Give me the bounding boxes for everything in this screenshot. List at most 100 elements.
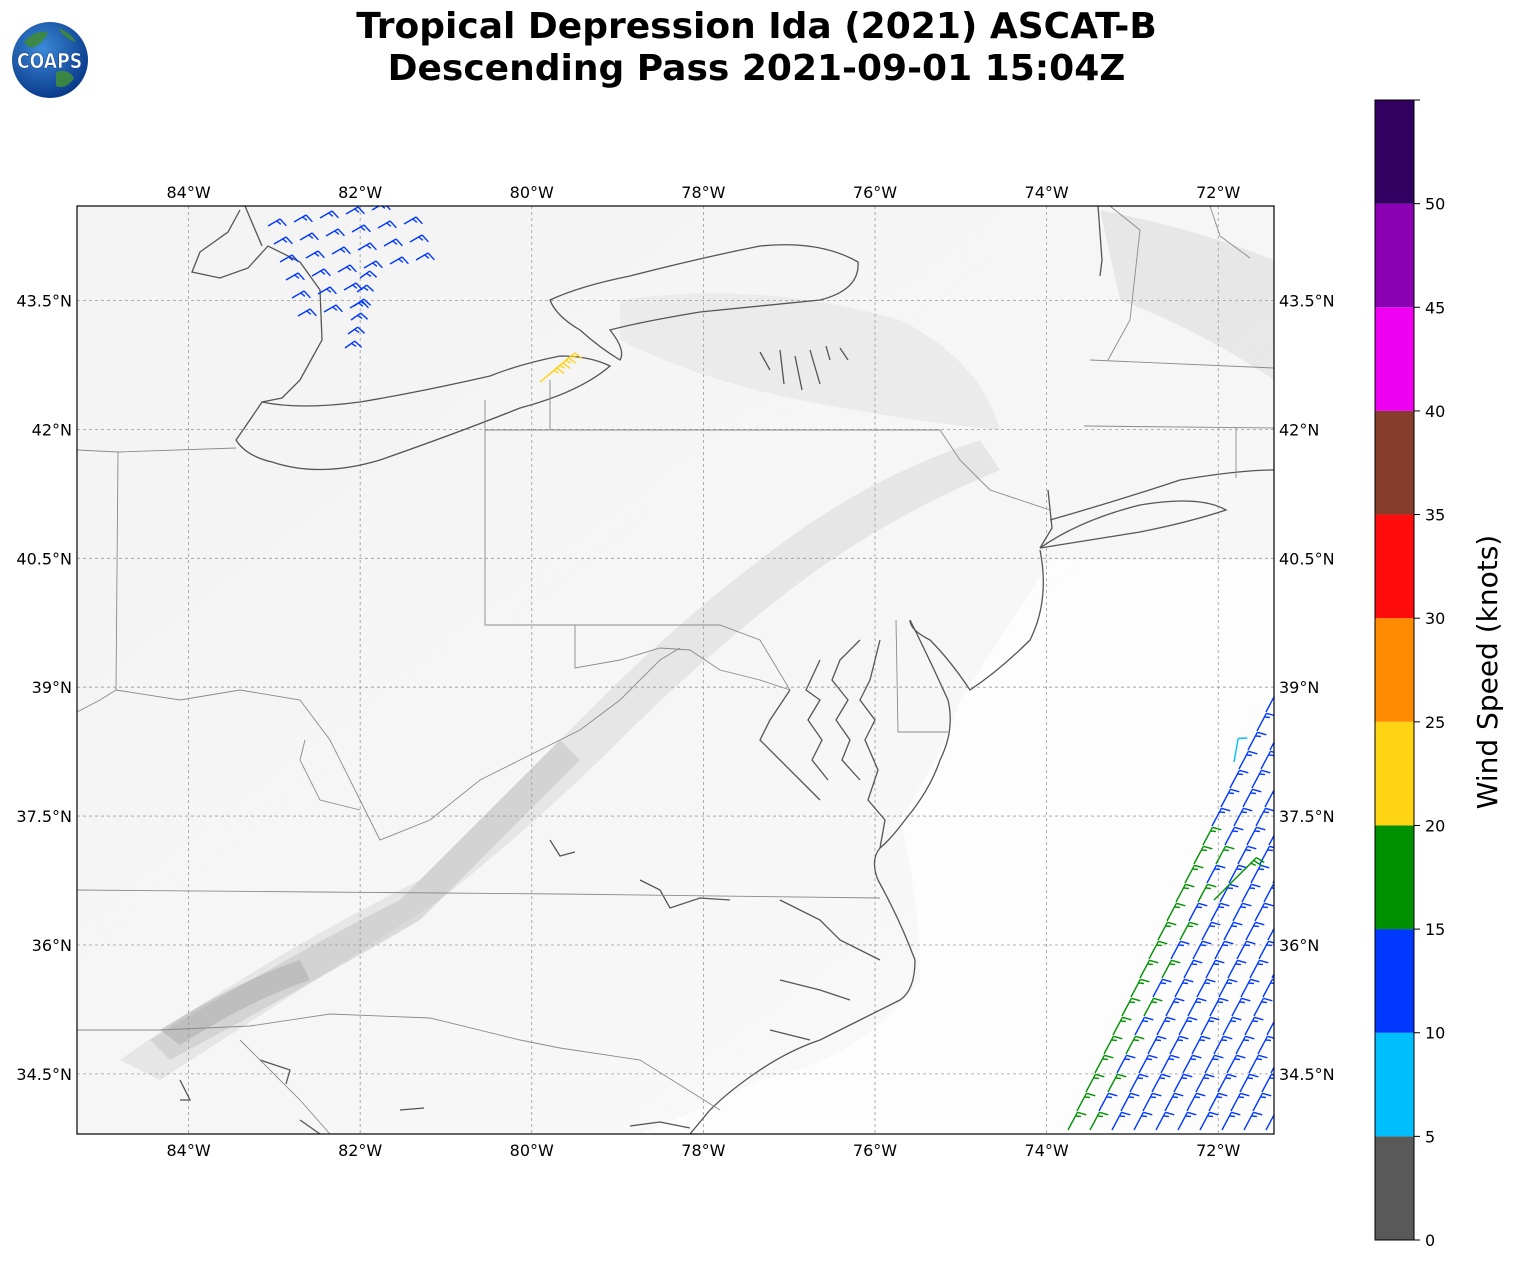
wind-barb (1184, 864, 1204, 884)
colorbar-tick-label: 50 (1425, 195, 1445, 214)
lat-tick-label-left: 42°N (32, 420, 72, 439)
map-title: Tropical Depression Ida (2021) ASCAT-B D… (200, 6, 1313, 90)
wind-barb (1248, 1054, 1268, 1074)
colorbar-bin (1375, 618, 1414, 722)
wind-barb (323, 304, 343, 313)
wind-barb (1232, 902, 1252, 922)
wind-barb (1111, 1111, 1131, 1131)
colorbar: 0 5 10 15 20 25 30 35 40 45 50 (1374, 99, 1445, 1250)
lon-tick-label-bottom: 82°W (338, 1141, 382, 1160)
wind-barb (1239, 1073, 1259, 1093)
wind-barb (1202, 826, 1222, 846)
wind-barb (1205, 959, 1225, 979)
wind-barb (1233, 737, 1248, 763)
wind-barbs (267, 206, 1274, 1131)
wind-barb (1245, 921, 1265, 941)
wind-barb (1170, 940, 1190, 960)
wind-barb (319, 210, 339, 219)
wind-barb (291, 290, 311, 299)
colorbar-bin (1375, 307, 1414, 411)
wind-barb (1116, 1054, 1136, 1074)
wind-barb (1213, 857, 1265, 901)
wind-barb (1208, 1092, 1228, 1112)
wind-barb (1179, 921, 1199, 941)
wind-barb (1267, 927, 1274, 941)
wind-barb (1197, 883, 1217, 903)
wind-barb (1204, 1054, 1224, 1074)
wind-barb (1166, 902, 1186, 922)
axis-tick-labels: 84°W 84°W 82°W 82°W 80°W 80°W 78°W 78°W 76°W 76°W… (16, 183, 1334, 1160)
wind-barb (1169, 1035, 1189, 1055)
wind-barb (1210, 902, 1230, 922)
wind-barb (1255, 807, 1274, 827)
wind-barb (1125, 1035, 1145, 1055)
lat-tick-label-left: 34.5°N (16, 1065, 72, 1084)
wind-barb (1223, 921, 1243, 941)
wind-barb (1156, 1016, 1176, 1036)
wind-barb (1247, 731, 1267, 751)
wind-barb (1257, 1035, 1274, 1055)
wind-barb (1187, 997, 1207, 1017)
wind-barb (1229, 769, 1249, 789)
wind-barb (317, 286, 337, 295)
wind-barb (1195, 1073, 1215, 1093)
wind-barb (1098, 1092, 1118, 1112)
wind-barb (1238, 750, 1258, 770)
wind-barb (1186, 1092, 1206, 1112)
wind-barb (1121, 997, 1141, 1017)
lon-tick-label-top: 80°W (510, 183, 554, 202)
wind-barb (267, 218, 287, 227)
wind-barb (1252, 1092, 1272, 1112)
gridlines (77, 206, 1274, 1134)
colorbar-bin (1375, 721, 1414, 826)
wind-barb (1241, 883, 1261, 903)
lat-tick-label-left: 37.5°N (16, 807, 72, 826)
wind-barb (1076, 1092, 1096, 1112)
lat-tick-label-right: 34.5°N (1279, 1065, 1335, 1084)
lat-tick-label-right: 43.5°N (1279, 292, 1335, 311)
colorbar-bin (1375, 100, 1414, 204)
lat-tick-label-left: 40.5°N (16, 549, 72, 568)
wind-barb (1183, 959, 1203, 979)
wind-barb (273, 236, 293, 245)
lat-tick-label-left: 43.5°N (16, 292, 72, 311)
colorbar-bin (1375, 203, 1414, 308)
wind-barb (357, 242, 377, 251)
wind-barb (356, 284, 375, 293)
wind-barb (1130, 978, 1150, 998)
wind-barb (1133, 1111, 1153, 1131)
wind-barb (383, 238, 403, 247)
wind-barb (1251, 769, 1271, 789)
lat-tick-label-right: 42°N (1279, 420, 1319, 439)
colorbar-bin (1375, 514, 1414, 619)
lat-tick-label-right: 39°N (1279, 678, 1319, 697)
wind-barb (351, 224, 371, 233)
wind-barb (1165, 997, 1185, 1017)
colorbar-bin (1375, 1032, 1414, 1137)
wind-barb (1139, 959, 1159, 979)
map-frame (76, 205, 1275, 1135)
wind-barb (1237, 845, 1257, 865)
colorbar-bin (1375, 410, 1414, 515)
wind-barb (353, 298, 372, 307)
wind-barb (279, 254, 299, 263)
colorbar-bin (1375, 929, 1414, 1033)
wind-barb (1215, 845, 1235, 865)
wind-barb (1266, 1020, 1274, 1036)
wind-barb (377, 220, 397, 229)
lat-tick-label-left: 36°N (32, 936, 72, 955)
wind-barb (1164, 1092, 1184, 1112)
wind-barb (1107, 1073, 1127, 1093)
wind-barb (1188, 902, 1208, 922)
colorbar-label: Wind Speed (knots) (1471, 535, 1504, 809)
lon-tick-label-top: 72°W (1196, 183, 1240, 202)
wind-barb (1263, 883, 1274, 903)
wind-barb (1196, 978, 1216, 998)
wind-barb (1155, 1111, 1175, 1131)
wind-barb (557, 352, 583, 368)
colorbar-tick-label: 20 (1425, 816, 1445, 835)
lat-tick-label-right: 36°N (1279, 936, 1319, 955)
wind-barb (1211, 807, 1231, 827)
wind-barb (331, 246, 351, 255)
wind-barb (1218, 978, 1238, 998)
